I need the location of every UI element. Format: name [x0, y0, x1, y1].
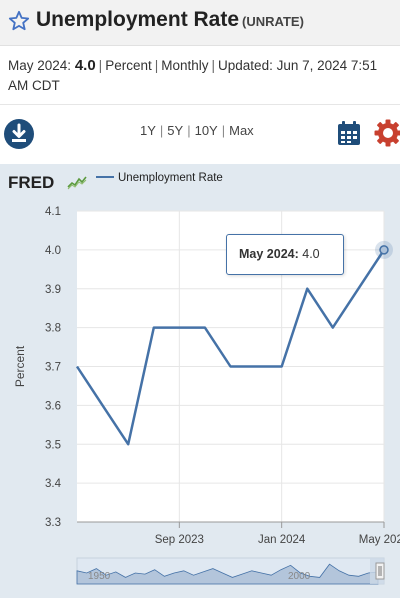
y-tick-label: 3.5 — [45, 439, 61, 451]
range-1y-button[interactable]: 1Y — [140, 123, 156, 138]
y-axis-label: Percent — [13, 345, 27, 387]
navigator-label: 2000 — [288, 571, 311, 582]
updated-label: Updated: Jun 7, 2024 7:51 AM CDT — [8, 58, 378, 93]
calendar-icon[interactable] — [337, 120, 361, 146]
legend-label: Unemployment Rate — [118, 172, 223, 184]
observation-value: 4.0 — [74, 57, 96, 74]
legend-swatch — [96, 175, 114, 178]
date-range-selector: 1Y | 5Y | 10Y | Max — [140, 123, 254, 138]
chart-toolbar: 1Y | 5Y | 10Y | Max — [0, 104, 400, 164]
range-max-button[interactable]: Max — [229, 123, 254, 138]
observation-date: May 2024: — [8, 58, 72, 73]
y-tick-label: 3.4 — [45, 478, 62, 490]
navigator-label: 1950 — [88, 571, 111, 582]
series-line — [75, 249, 386, 446]
fred-logo-text: FRED — [8, 173, 54, 192]
tooltip-value: 4.0 — [302, 247, 320, 261]
series-title: Unemployment Rate — [36, 8, 240, 31]
y-tick-label: 3.7 — [45, 362, 61, 374]
y-tick-label: 3.9 — [45, 284, 61, 296]
series-meta: May 2024: 4.0 | Percent | Monthly | Updated: J… — [8, 57, 378, 93]
x-tick-label: Sep 2023 — [155, 534, 204, 546]
range-10y-button[interactable]: 10Y — [194, 123, 218, 138]
page-title: Unemployment Rate (UNRATE) — [36, 8, 304, 32]
navigator-series — [76, 563, 379, 585]
x-tick-label: Jan 2024 — [258, 534, 306, 546]
gear-icon[interactable] — [374, 119, 400, 147]
series-id: (UNRATE) — [242, 14, 304, 29]
navigator[interactable]: 1950 2000 — [76, 557, 385, 585]
y-tick-label: 4.0 — [45, 245, 61, 257]
download-icon[interactable] — [3, 118, 35, 150]
star-outline-icon[interactable] — [8, 10, 30, 32]
series-header: Unemployment Rate (UNRATE) — [0, 0, 400, 46]
chart-legend[interactable]: Unemployment Rate — [96, 172, 223, 188]
navigator-handle — [375, 562, 385, 580]
data-tooltip: May 2024: 4.0 — [226, 234, 344, 275]
tooltip-label: May 2024: — [239, 247, 299, 261]
frequency-label: Monthly — [161, 58, 209, 73]
y-tick-label: 3.3 — [45, 517, 61, 529]
data-point-halo — [375, 240, 393, 259]
fred-logo: FRED — [8, 173, 87, 192]
y-tick-label: 3.6 — [45, 400, 61, 412]
y-tick-label: 4.1 — [45, 206, 61, 218]
range-5y-button[interactable]: 5Y — [167, 123, 184, 138]
data-point — [379, 245, 389, 255]
y-tick-label: 3.8 — [45, 323, 61, 335]
x-tick-label: May 2024 — [359, 534, 400, 546]
units-label: Percent — [105, 58, 152, 73]
